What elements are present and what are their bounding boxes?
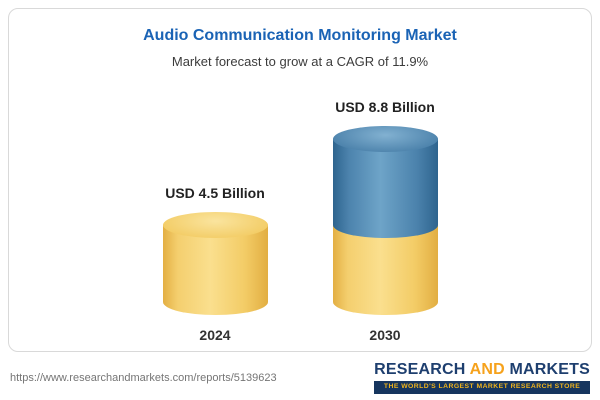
- research-and-markets-logo: RESEARCH AND MARKETS THE WORLD'S LARGEST…: [374, 362, 590, 394]
- chart-area: USD 4.5 Billion 2024 USD 8.8 Billion 203…: [160, 99, 440, 343]
- footer: https://www.researchandmarkets.com/repor…: [0, 356, 600, 400]
- logo-word-markets: MARKETS: [504, 361, 590, 379]
- value-label-2030: USD 8.8 Billion: [335, 99, 435, 115]
- cylinder-2030-yellow-segment: [332, 225, 438, 315]
- bar-group-2024: USD 4.5 Billion 2024: [160, 185, 270, 343]
- logo-tagline: THE WORLD'S LARGEST MARKET RESEARCH STOR…: [374, 381, 590, 394]
- value-label-2024: USD 4.5 Billion: [165, 185, 265, 201]
- cylinder-2030: [332, 126, 438, 315]
- logo-word-research: RESEARCH: [374, 361, 470, 379]
- bar-group-2030: USD 8.8 Billion 2030: [330, 99, 440, 343]
- cylinder-2024: [162, 212, 268, 315]
- cylinder-2030-blue-segment: [332, 139, 438, 238]
- report-url: https://www.researchandmarkets.com/repor…: [10, 372, 277, 384]
- cylinder-2024-body: [162, 225, 268, 315]
- chart-subtitle: Market forecast to grow at a CAGR of 11.…: [171, 54, 429, 69]
- cylinder-2030-top-cap: [332, 126, 438, 152]
- logo-word-and: AND: [469, 361, 505, 379]
- chart-title: Audio Communication Monitoring Market: [143, 27, 457, 44]
- logo-wordmark: RESEARCH AND MARKETS: [374, 362, 590, 378]
- year-label-2024: 2024: [199, 327, 231, 343]
- chart-card: Audio Communication Monitoring Market Ma…: [8, 8, 592, 352]
- cylinder-2024-top-cap: [162, 212, 268, 238]
- year-label-2030: 2030: [369, 327, 401, 343]
